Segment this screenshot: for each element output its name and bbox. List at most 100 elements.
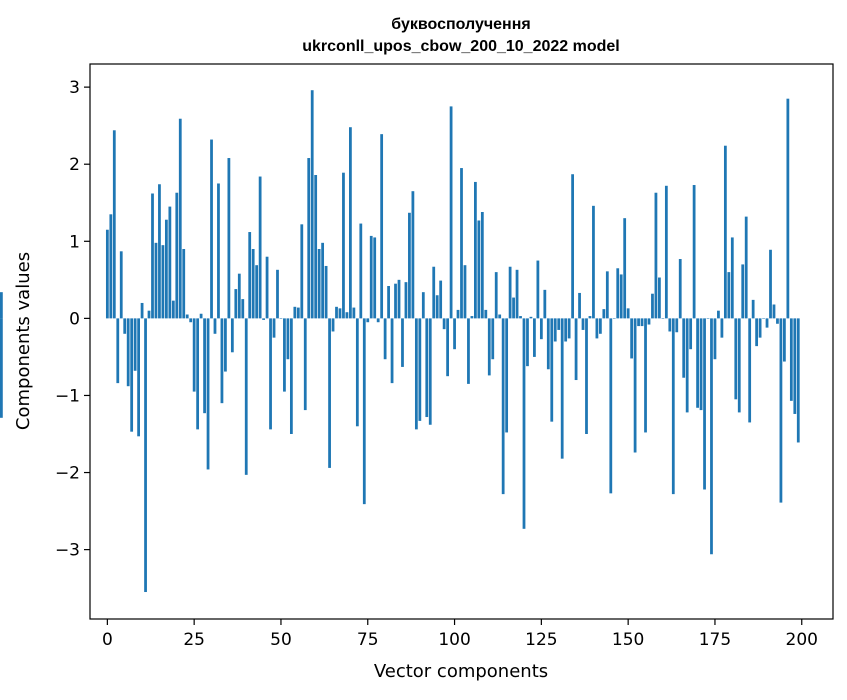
bar-143	[602, 309, 606, 319]
bar-14	[154, 242, 158, 319]
bar-15	[158, 184, 161, 319]
bar-52	[286, 318, 290, 360]
bar-8	[133, 318, 137, 371]
bar-128	[550, 318, 554, 422]
bar-7	[130, 318, 134, 432]
bar-155	[644, 318, 647, 433]
bar-73	[359, 223, 363, 319]
bar-57	[303, 318, 307, 411]
bar-174	[710, 318, 713, 555]
bar-176	[717, 310, 720, 319]
bar-192	[772, 304, 776, 319]
bar-11	[144, 318, 147, 593]
x-axis-label: Vector components	[374, 661, 548, 682]
bar-74	[362, 318, 366, 505]
bar-26	[196, 318, 200, 430]
bar-173	[706, 318, 710, 319]
bar-1	[109, 214, 113, 319]
bar-87	[408, 212, 411, 319]
bar-186	[751, 299, 755, 319]
bar-167	[685, 318, 689, 413]
x-tick-label: 25	[183, 630, 205, 650]
bar-172	[703, 318, 706, 490]
bar-139	[588, 316, 592, 319]
bar-153	[637, 318, 640, 327]
bar-197	[789, 318, 793, 401]
bar-138	[585, 318, 588, 434]
y-tick-label: −3	[55, 541, 80, 561]
bar-19	[171, 300, 175, 319]
bar-168	[689, 318, 693, 350]
bar-101	[456, 309, 460, 319]
bar-163	[671, 318, 675, 495]
bar-59	[310, 90, 314, 319]
bar-25	[192, 318, 196, 392]
bar-97	[442, 318, 446, 330]
x-tick-label: 0	[102, 630, 113, 650]
bar-81	[387, 286, 390, 319]
bar-84	[397, 279, 401, 319]
x-tick-label: 50	[270, 630, 292, 650]
bar-4	[119, 251, 123, 319]
bar-undefined	[0, 292, 3, 319]
bar-90	[418, 318, 422, 421]
y-tick-label: −2	[55, 464, 80, 484]
bar-0	[105, 229, 109, 319]
bar-190	[765, 318, 769, 328]
bar-39	[241, 299, 245, 319]
bar-106	[474, 181, 477, 319]
bar-121	[526, 318, 529, 367]
bar-64	[328, 318, 331, 468]
bar-3	[116, 318, 120, 384]
bar-61	[317, 249, 321, 319]
bar-122	[529, 316, 533, 319]
bar-187	[755, 318, 759, 347]
bar-50	[279, 318, 283, 319]
bar-196	[786, 98, 790, 319]
bar-148	[619, 274, 623, 319]
bar-131	[560, 318, 564, 459]
bar-198	[793, 318, 797, 414]
plot-area-frame	[89, 63, 834, 620]
bar-51	[283, 318, 286, 392]
bar-191	[769, 249, 772, 319]
bar-32	[217, 183, 220, 319]
bar-68	[342, 172, 345, 319]
bar-99	[449, 106, 453, 319]
bar-94	[432, 266, 436, 319]
bar-72	[355, 318, 359, 427]
bar-76	[369, 235, 373, 319]
bar-127	[546, 318, 550, 370]
bar-194	[779, 318, 783, 503]
x-tick-label: 200	[786, 630, 818, 650]
bar-83	[394, 283, 397, 319]
bar-133	[567, 318, 571, 339]
bar-100	[453, 318, 456, 350]
bar-56	[300, 224, 304, 319]
bar-177	[720, 318, 724, 338]
bar-169	[692, 185, 696, 319]
x-tick-label: 100	[438, 630, 470, 650]
bar-45	[262, 318, 265, 320]
bars-group	[0, 90, 800, 593]
bar-170	[696, 318, 699, 408]
bar-79	[380, 134, 384, 319]
bar-151	[630, 318, 634, 359]
y-tick-label: 3	[69, 78, 80, 98]
bar-175	[713, 318, 717, 360]
bar-154	[640, 318, 644, 327]
bar-70	[349, 127, 352, 319]
bar-62	[321, 242, 325, 319]
y-tick-label: −1	[55, 386, 80, 406]
bar-137	[581, 318, 585, 330]
bar-103	[463, 265, 467, 319]
bar-55	[296, 307, 300, 319]
bar-17	[164, 219, 168, 319]
bar-16	[161, 245, 165, 319]
bar-63	[324, 265, 328, 319]
bar-22	[182, 249, 186, 319]
bar-193	[776, 318, 779, 324]
bar-149	[623, 218, 627, 319]
bar-110	[487, 318, 491, 376]
bar-199	[796, 318, 800, 443]
